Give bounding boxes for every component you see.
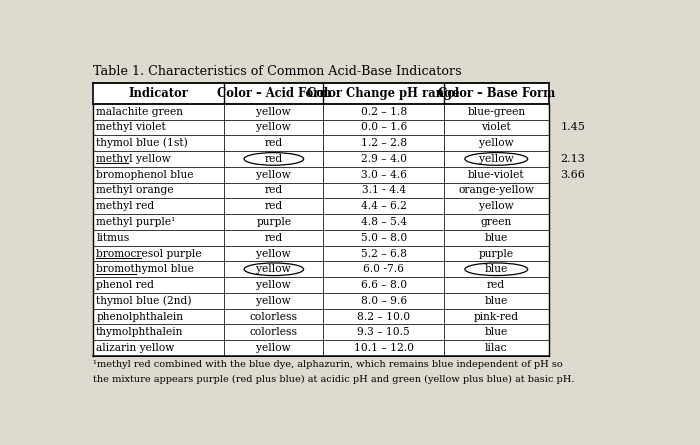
Text: 3.0 – 4.6: 3.0 – 4.6 [360,170,407,180]
Text: 10.1 – 12.0: 10.1 – 12.0 [354,343,414,353]
Bar [93,198,549,214]
Text: 2.13: 2.13 [561,154,585,164]
Text: pink-red: pink-red [474,312,519,322]
Text: yellow: yellow [256,280,291,290]
Text: malachite green: malachite green [96,107,183,117]
Text: methyl yellow: methyl yellow [96,154,171,164]
Text: 0.0 – 1.6: 0.0 – 1.6 [360,122,407,133]
Text: 5.2 – 6.8: 5.2 – 6.8 [360,248,407,259]
Text: thymol blue (1st): thymol blue (1st) [96,138,188,149]
Text: Color – Acid Form: Color – Acid Form [217,87,331,100]
Text: 0.2 – 1.8: 0.2 – 1.8 [360,107,407,117]
Text: 4.8 – 5.4: 4.8 – 5.4 [360,217,407,227]
Text: orange-yellow: orange-yellow [458,186,534,195]
Text: yellow: yellow [479,138,514,148]
Text: bromocresol purple: bromocresol purple [96,248,202,259]
Bar [93,293,549,309]
Text: phenolphthalein: phenolphthalein [96,312,183,322]
Text: 6.0 -7.6: 6.0 -7.6 [363,264,404,274]
Text: yellow: yellow [256,122,291,133]
Text: methyl orange: methyl orange [96,186,174,195]
Text: 2.9 – 4.0: 2.9 – 4.0 [360,154,407,164]
Text: purple: purple [479,248,514,259]
Text: Indicator: Indicator [129,87,188,100]
Text: yellow: yellow [256,343,291,353]
Text: 4.4 – 6.2: 4.4 – 6.2 [360,201,407,211]
Text: methyl violet: methyl violet [96,122,166,133]
Bar [93,167,549,182]
Text: phenol red: phenol red [96,280,154,290]
Text: red: red [265,201,283,211]
Text: thymol blue (2nd): thymol blue (2nd) [96,295,192,306]
Bar [93,135,549,151]
Text: red: red [265,233,283,243]
Text: green: green [481,217,512,227]
Text: blue: blue [484,328,508,337]
Text: methyl red: methyl red [96,201,155,211]
Text: bromothymol blue: bromothymol blue [96,264,194,274]
Text: the mixture appears purple (red plus blue) at acidic pH and green (yellow plus b: the mixture appears purple (red plus blu… [93,374,575,384]
Text: ¹methyl red combined with the blue dye, alphazurin, which remains blue independe: ¹methyl red combined with the blue dye, … [93,360,563,369]
Text: colorless: colorless [250,328,298,337]
Text: colorless: colorless [250,312,298,322]
Text: 9.3 – 10.5: 9.3 – 10.5 [357,328,410,337]
Text: red: red [487,280,505,290]
Text: 3.1 - 4.4: 3.1 - 4.4 [362,186,406,195]
Text: Color – Base Form: Color – Base Form [438,87,555,100]
Text: 8.0 – 9.6: 8.0 – 9.6 [360,296,407,306]
Text: red: red [265,186,283,195]
Text: red: red [265,138,283,148]
Text: yellow: yellow [256,170,291,180]
Bar [93,214,549,230]
Text: yellow: yellow [256,107,291,117]
Text: 5.0 – 8.0: 5.0 – 8.0 [360,233,407,243]
Text: blue-green: blue-green [467,107,525,117]
Text: red: red [265,154,283,164]
Text: yellow: yellow [256,248,291,259]
Text: thymolphthalein: thymolphthalein [96,328,183,337]
Text: bromophenol blue: bromophenol blue [96,170,194,180]
Bar [93,309,549,324]
Text: yellow: yellow [479,201,514,211]
Text: lilac: lilac [485,343,508,353]
Text: blue: blue [484,264,508,274]
Text: 3.66: 3.66 [561,170,585,180]
Bar [93,151,549,167]
Bar [93,83,549,104]
Text: purple: purple [256,217,291,227]
Text: litmus: litmus [96,233,130,243]
Text: blue: blue [484,233,508,243]
Bar [93,230,549,246]
Bar [93,340,549,356]
Text: yellow: yellow [256,296,291,306]
Text: yellow: yellow [479,154,514,164]
Bar [93,261,549,277]
Bar [93,120,549,135]
Text: Color Change pH range: Color Change pH range [307,87,460,100]
Bar [93,277,549,293]
Text: 8.2 – 10.0: 8.2 – 10.0 [357,312,410,322]
Text: blue: blue [484,296,508,306]
Text: 6.6 – 8.0: 6.6 – 8.0 [360,280,407,290]
Bar [93,104,549,120]
Bar [93,324,549,340]
Bar [93,246,549,261]
Text: violet: violet [482,122,511,133]
Text: alizarin yellow: alizarin yellow [96,343,174,353]
Text: 1.45: 1.45 [561,122,585,133]
Text: 1.2 – 2.8: 1.2 – 2.8 [360,138,407,148]
Bar [93,182,549,198]
Text: blue-violet: blue-violet [468,170,524,180]
Text: yellow: yellow [256,264,291,274]
Text: Table 1. Characteristics of Common Acid-Base Indicators: Table 1. Characteristics of Common Acid-… [93,65,461,78]
Text: methyl purple¹: methyl purple¹ [96,217,176,227]
